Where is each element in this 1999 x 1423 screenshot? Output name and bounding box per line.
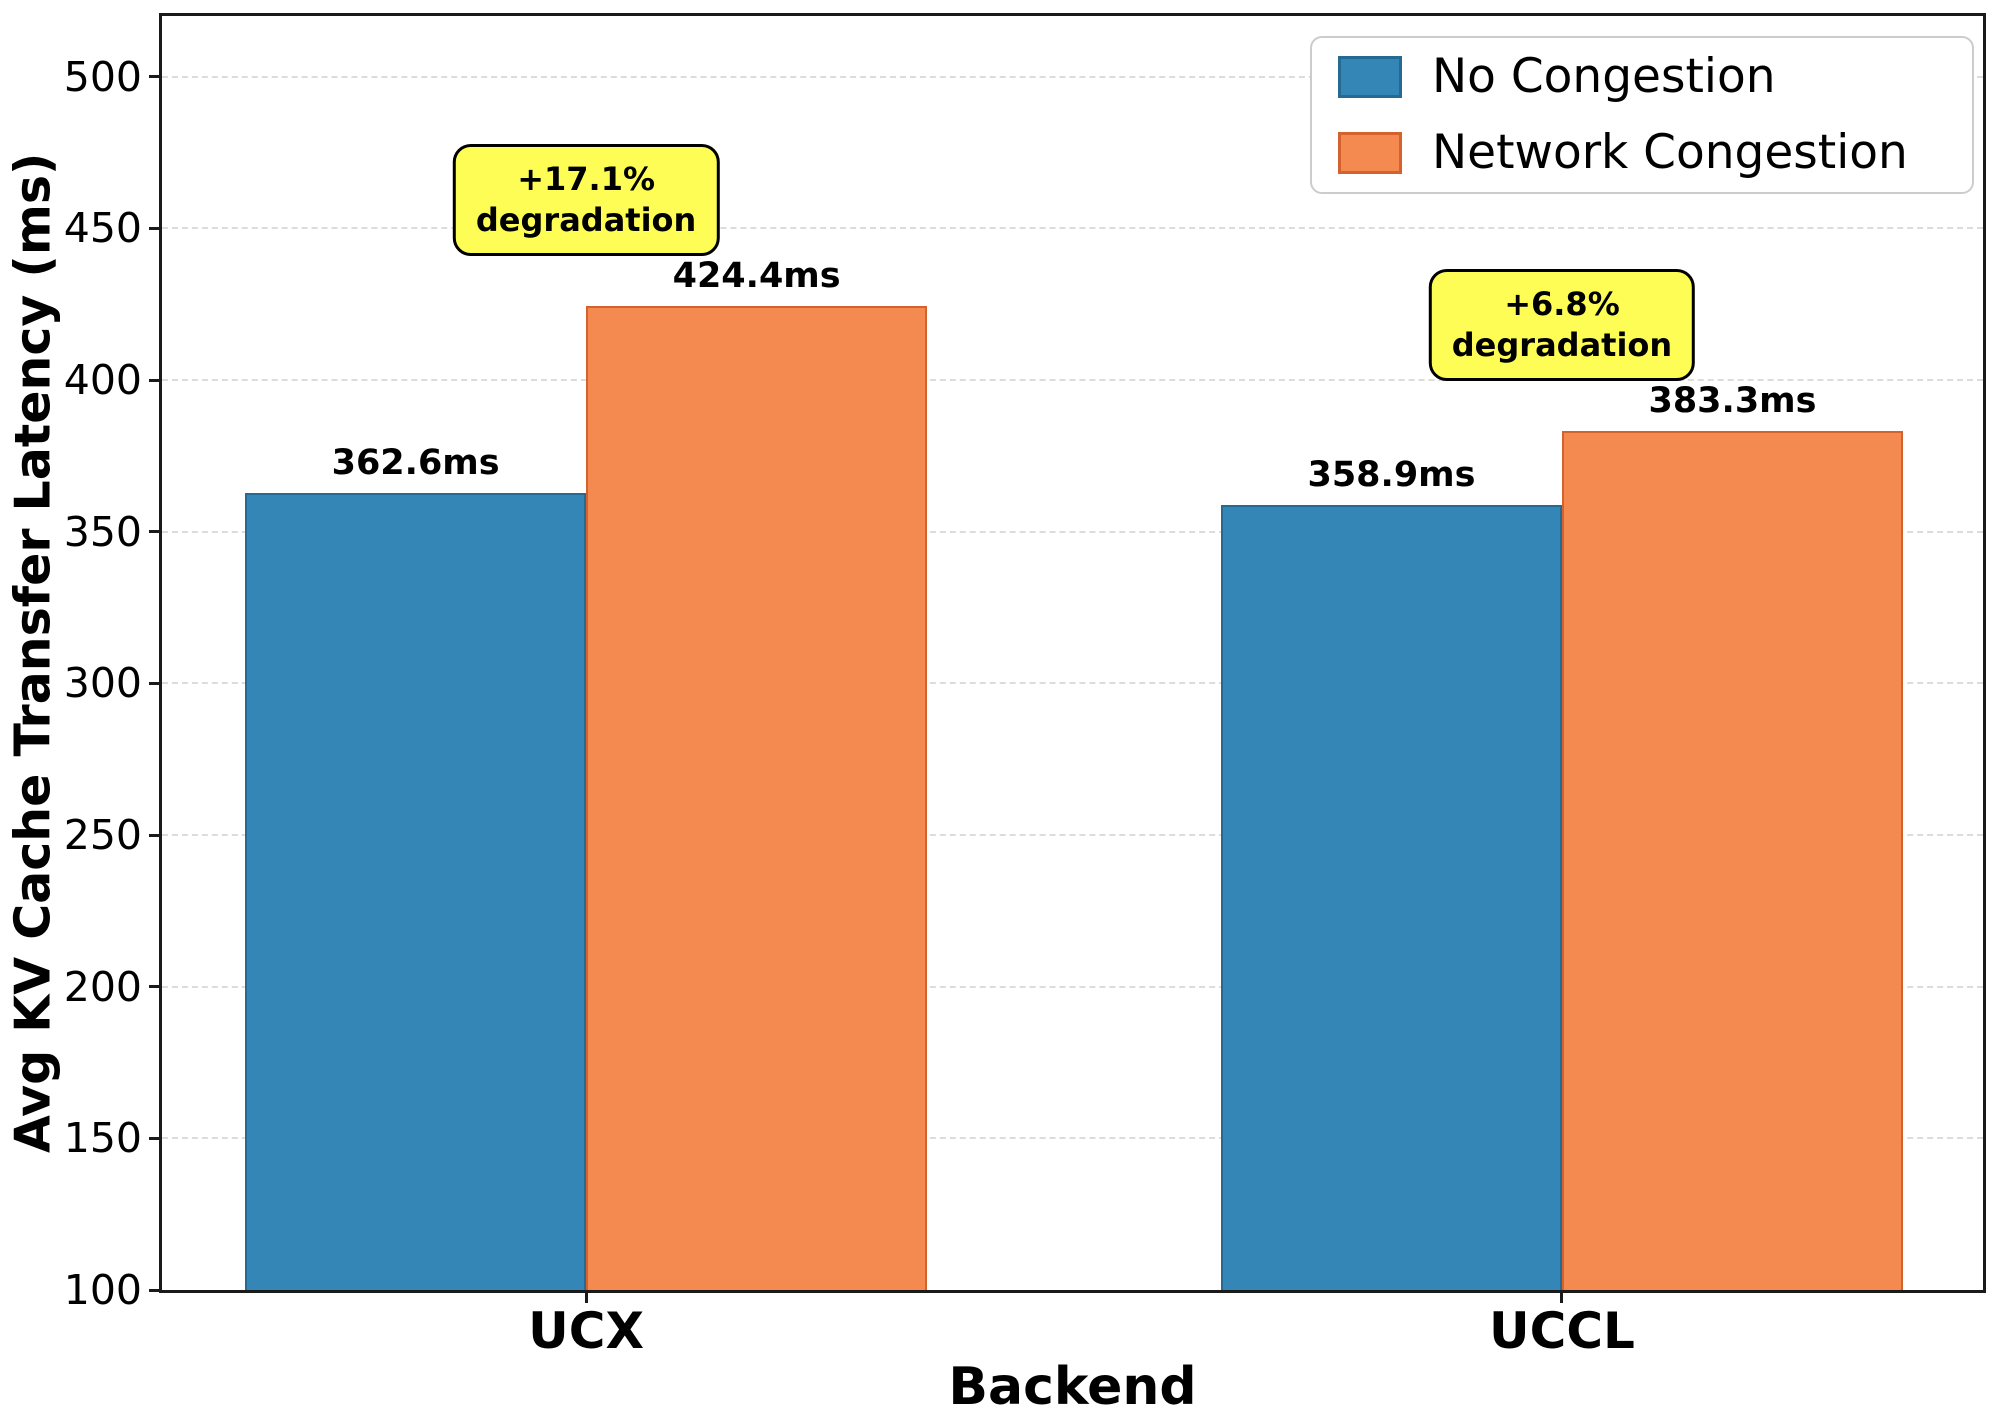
bar-ucx-series-0 [245,493,587,1290]
legend-item-no-congestion: No Congestion [1338,52,1946,102]
y-tick-mark [149,378,159,382]
legend-label-network-congestion: Network Congestion [1432,125,1908,180]
y-tick-mark [149,226,159,230]
bar-ucx-series-1 [586,305,928,1290]
gridline-400 [162,379,1983,381]
y-tick-mark [149,530,159,534]
gridline-250 [162,834,1983,836]
y-tick-mark [149,681,159,685]
gridline-150 [162,1137,1983,1140]
legend-swatch-no-congestion [1338,56,1402,98]
y-tick-mark [149,985,159,989]
gridline-450 [162,227,1983,230]
y-axis-label: Avg KV Cache Transfer Latency (ms) [4,152,62,1154]
legend-label-no-congestion: No Congestion [1432,49,1776,104]
x-tick-label-uccl: UCCL [1489,1302,1635,1360]
bar-uccl-series-0 [1220,504,1562,1290]
x-tick-mark [1560,1293,1564,1303]
x-axis-label: Backend [948,1357,1197,1417]
y-tick-mark [149,75,159,79]
gridline-300 [162,682,1983,685]
y-tick-mark [149,1136,159,1140]
bar-uccl-series-1 [1561,430,1903,1290]
y-tick-mark [149,833,159,837]
gridline-350 [162,530,1983,533]
x-tick-label-ucx: UCX [528,1302,645,1360]
legend-item-network-congestion: Network Congestion [1338,128,1946,178]
gridline-500 [162,75,1983,78]
y-tick-mark [149,1288,159,1292]
legend: No Congestion Network Congestion [1310,36,1974,194]
plot-area [159,13,1986,1293]
gridline-200 [162,985,1983,988]
x-tick-mark [584,1293,588,1303]
legend-swatch-network-congestion [1338,132,1402,174]
